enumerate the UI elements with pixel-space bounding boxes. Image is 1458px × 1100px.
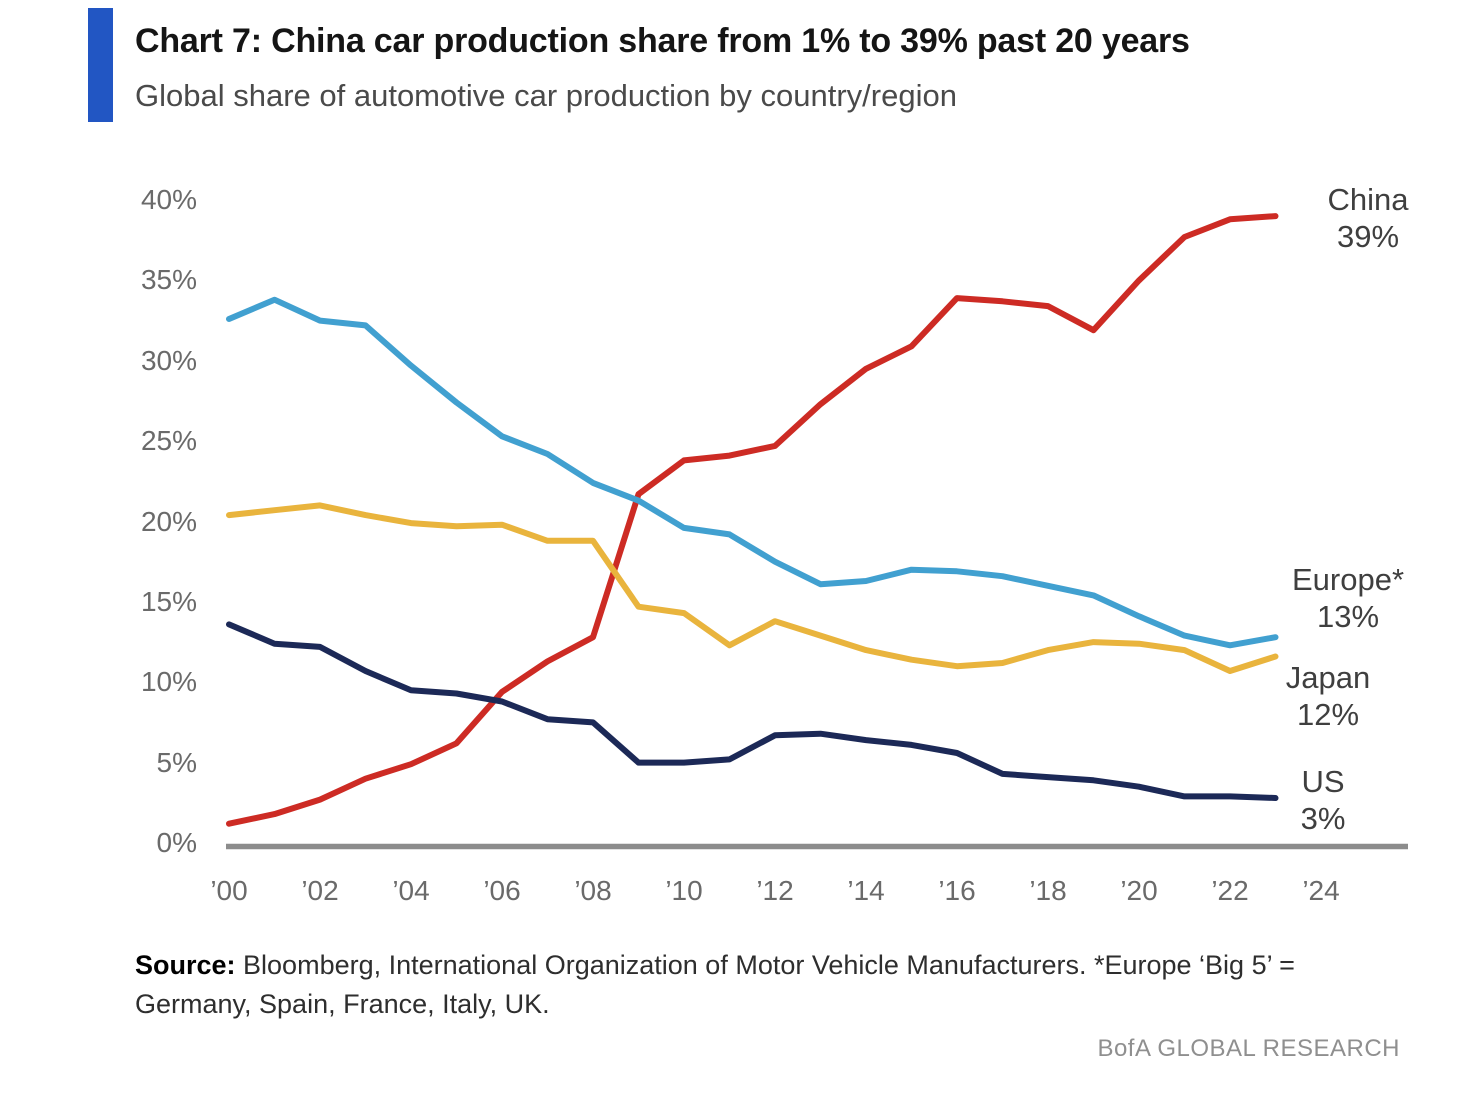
- x-tick-label: ’16: [938, 875, 976, 906]
- y-tick-label: 40%: [140, 184, 197, 215]
- x-tick-label: ’14: [847, 875, 885, 906]
- x-tick-label: ’22: [1211, 875, 1249, 906]
- series-end-value: 12%: [1296, 697, 1360, 732]
- x-tick-label: ’10: [665, 875, 703, 906]
- x-tick-label: ’12: [756, 875, 794, 906]
- source-prefix: Source:: [135, 950, 236, 980]
- source-text-line1: Bloomberg, International Organization of…: [235, 950, 1295, 980]
- x-tick-label: ’20: [1120, 875, 1158, 906]
- series-end-label-us: US 3%: [1228, 763, 1418, 837]
- series-name: US: [1301, 764, 1345, 799]
- y-tick-label: 25%: [140, 425, 197, 457]
- y-tick-label: 10%: [140, 666, 197, 698]
- source-note: Source: Bloomberg, International Organiz…: [135, 946, 1405, 1024]
- series-end-value: 13%: [1316, 599, 1380, 634]
- y-tick-label: 5%: [156, 746, 197, 778]
- series-line-europe: [226, 296, 1279, 649]
- y-tick-label: 35%: [140, 264, 197, 296]
- x-tick-label: ’04: [392, 875, 430, 906]
- series-end-label-china: China 39%: [1273, 181, 1458, 255]
- series-name: Europe*: [1291, 562, 1405, 597]
- series-end-value: 3%: [1300, 801, 1346, 836]
- bofa-global-research-watermark: BofA GLOBAL RESEARCH: [1097, 1035, 1400, 1062]
- series-line-china: [226, 213, 1279, 827]
- title-accent-bar: [88, 8, 113, 122]
- series-end-label-japan: Japan 12%: [1233, 659, 1423, 733]
- series-line-japan: [226, 502, 1279, 674]
- y-tick-label: 30%: [140, 344, 197, 376]
- y-tick-label: 0%: [156, 827, 197, 858]
- x-tick-label: ’08: [574, 875, 612, 906]
- series-end-value: 39%: [1336, 219, 1400, 254]
- chart-title: Chart 7: China car production share from…: [135, 22, 1190, 60]
- x-tick-label: ’02: [301, 875, 339, 906]
- x-tick-label: ’00: [210, 875, 248, 906]
- series-end-label-europe: Europe* 13%: [1253, 561, 1443, 635]
- x-tick-label: ’18: [1029, 875, 1067, 906]
- chart-subtitle: Global share of automotive car productio…: [135, 78, 957, 113]
- x-tick-label: ’06: [483, 875, 521, 906]
- series-name: Japan: [1285, 660, 1371, 695]
- y-tick-label: 15%: [140, 585, 197, 617]
- source-text-line2: Germany, Spain, France, Italy, UK.: [135, 989, 550, 1019]
- series-line-us: [226, 621, 1279, 801]
- x-tick-label: ’24: [1302, 875, 1340, 906]
- series-name: China: [1327, 182, 1409, 217]
- y-tick-label: 20%: [140, 505, 197, 537]
